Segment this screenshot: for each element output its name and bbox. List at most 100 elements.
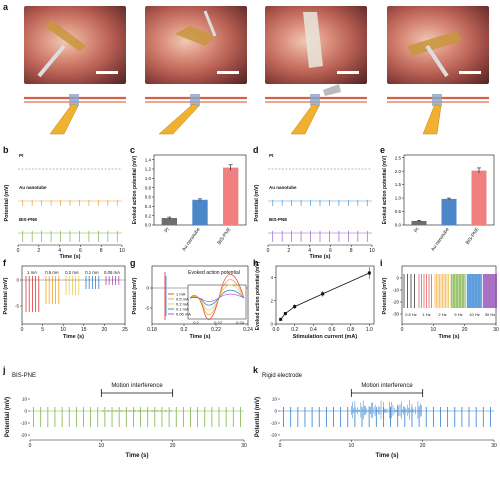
y-tick-label: -20 (270, 433, 277, 438)
category-label: Pt (413, 226, 421, 234)
scale-bar (96, 71, 118, 74)
x-axis-label: Time (s) (310, 254, 331, 260)
frequency-label: 0.5 Hz (405, 312, 417, 317)
current-label: 0.05 mA (104, 270, 120, 275)
current-label: 1 mA (27, 270, 37, 275)
x-tick-label: 0.6 (329, 327, 336, 333)
probe-schematic (323, 84, 341, 96)
y-tick-label: 4 (270, 275, 273, 280)
y-axis-label: Evoked action potential (mV) (382, 155, 388, 224)
y-tick-label: 2.0 (395, 169, 402, 174)
y-tick-label: -10 (20, 421, 27, 426)
data-point (367, 271, 371, 275)
x-tick-label: 4 (58, 248, 61, 254)
x-tick-label: 10 (99, 443, 105, 449)
x-axis-label: Time (s) (60, 254, 81, 260)
bar (161, 218, 177, 225)
y-tick-label: 10 (22, 397, 28, 402)
x-tick-label: 0.4 (310, 327, 317, 333)
panel-label-d: d (253, 145, 259, 155)
frequency-label: 1 Hz (422, 312, 430, 317)
x-axis-label: Stimulation current (mA) (293, 334, 358, 340)
x-tick-label: 0.24 (243, 327, 253, 333)
panel-label-j: j (3, 365, 6, 375)
electrode-drawing-3 (303, 12, 323, 68)
x-tick-label: 10 (369, 248, 375, 254)
x-tick-label: 8 (100, 248, 103, 254)
x-tick-label: 25 (122, 327, 128, 333)
x-tick-label: 0 (29, 443, 32, 449)
panel-c-bar-chart: 0.0 0.2 0.4 0.6 0.8 1.0 1.2 1.4 Pt Au nanotube BIS… (132, 154, 247, 252)
panel-label-b: b (3, 145, 9, 155)
y-tick-label: 1.0 (395, 196, 402, 201)
panel-h-line-chart: 0 2 4 0.0 0.2 0.4 0.6 0.8 1.0 Stimulation current… (255, 261, 375, 340)
category-label: BIS-PNE (216, 227, 232, 246)
y-tick-label: 0.8 (145, 185, 152, 190)
y-tick-label: 1.2 (145, 167, 152, 172)
x-tick-label: 0.22 (211, 327, 221, 333)
y-tick-label: 0 (146, 286, 149, 291)
y-tick-label: 0.0 (395, 223, 402, 228)
bar (441, 198, 457, 225)
data-point (293, 305, 297, 309)
bar (411, 220, 427, 225)
data-point (321, 292, 325, 296)
y-tick-label: -20 (392, 300, 399, 305)
x-tick-label: 20 (170, 443, 176, 449)
panel-label-e: e (380, 145, 386, 155)
panel-label-a: a (3, 2, 9, 12)
y-axis-label: Evoked action potential (mV) (132, 155, 138, 224)
trace-label: Pt (269, 153, 274, 158)
x-tick-label: 15 (81, 327, 87, 333)
frequency-label: 2 Hz (438, 312, 446, 317)
x-tick-label: 10 (119, 248, 125, 254)
y-tick-label: 0.0 (145, 223, 152, 228)
panel-label-h: h (253, 258, 259, 268)
x-tick-label: 1.0 (366, 327, 373, 333)
y-tick-label: 0 (270, 322, 273, 327)
scale-bar (337, 71, 359, 74)
x-tick-label: 8 (350, 248, 353, 254)
electrode-drawing-1 (37, 20, 86, 78)
x-tick-label: 10 (431, 327, 437, 333)
x-tick-label: 6 (329, 248, 332, 254)
y-tick-label: -5 (15, 304, 19, 309)
y-tick-label: 1.0 (145, 176, 152, 181)
y-tick-label: -10 (270, 421, 277, 426)
x-tick-label: 2 (37, 248, 40, 254)
legend-label: 0.2 mA (176, 302, 189, 307)
category-label: Pt (163, 226, 171, 234)
bar (223, 167, 239, 225)
electrode-lead-schematic (290, 103, 320, 135)
electrode-lead-schematic (49, 103, 79, 135)
current-label: 0.2 mA (65, 270, 79, 275)
x-tick-label: 0 (401, 327, 404, 333)
x-tick-label: 0.8 (347, 327, 354, 333)
y-axis-label: Potential (mV) (254, 184, 260, 221)
y-tick-label: 0.6 (145, 195, 152, 200)
y-tick-label: 0.5 (395, 209, 402, 214)
plot-frame (21, 265, 126, 325)
panel-label-c: c (130, 145, 136, 155)
inset-tick-label: 0.24 (236, 320, 245, 325)
y-axis-label: Potential (mV) (132, 277, 138, 314)
x-tick-label: 20 (102, 327, 108, 333)
y-axis-label: Potential (mV) (4, 184, 10, 221)
x-tick-label: 30 (241, 443, 247, 449)
x-axis-label: Time (s) (376, 453, 399, 459)
panel-label-g: g (130, 258, 136, 268)
x-tick-label: 0.2 (181, 327, 188, 333)
category-label: Au nanotube (181, 226, 202, 252)
data-point (279, 317, 283, 321)
x-axis-label: Time (s) (439, 334, 460, 340)
data-point (283, 312, 287, 316)
x-tick-label: 20 (462, 327, 468, 333)
y-tick-label: 0 (274, 409, 277, 414)
x-tick-label: 4 (308, 248, 311, 254)
x-tick-label: 2 (287, 248, 290, 254)
cuff-schematic (190, 94, 200, 106)
panel-k-traces: Rigid electrode Motion interference 10 0 -10… (255, 373, 497, 459)
trace-label: Au nanotube (19, 185, 47, 190)
